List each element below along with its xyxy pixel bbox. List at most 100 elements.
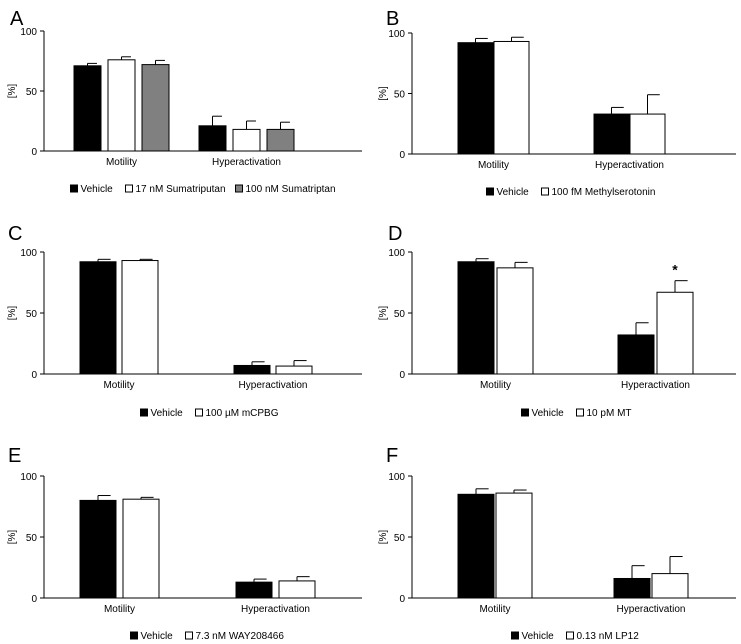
legend: Vehicle 100 fM Methylserotonin [486, 187, 656, 198]
y-tick-label: 0 [31, 147, 37, 158]
bar-d-1-1 [656, 291, 694, 375]
bar-b-1-0 [593, 113, 630, 155]
panel-c: C 0 50 100 [%] Motility Hyperactivation Vehicle… [7, 223, 362, 419]
legend-swatch [185, 631, 193, 640]
legend-swatch [521, 408, 529, 417]
x-category-label: Hyperactivation [239, 380, 308, 391]
panel-letter: D [388, 223, 402, 245]
y-axis-label: [%] [378, 86, 389, 101]
bar-e-1-0 [235, 581, 273, 599]
legend-swatch [566, 631, 574, 640]
bar-a-0-2 [141, 64, 170, 152]
y-tick-label: 100 [388, 472, 405, 483]
y-axis-label: [%] [7, 306, 18, 321]
y-axis-label: [%] [378, 306, 389, 321]
legend-label: 100 fM Methylserotonin [552, 187, 656, 198]
y-tick-label: 0 [399, 150, 405, 161]
legend-swatch [541, 187, 549, 196]
panel-letter: A [10, 8, 24, 30]
legend-label: Vehicle [81, 184, 114, 195]
panel-letter: E [8, 445, 21, 467]
x-category-label: Hyperactivation [212, 157, 281, 168]
bar-e-1-1 [278, 580, 316, 599]
legend: Vehicle 0.13 nM LP12 [511, 631, 640, 642]
y-tick-label: 0 [399, 370, 405, 381]
y-tick-label: 100 [20, 472, 37, 483]
bar-a-1-2 [266, 128, 295, 152]
panel-d: D 0 50 100 [%] Motility Hyperactivation * Vehicl… [378, 223, 736, 419]
y-tick-label: 100 [20, 27, 37, 38]
legend-swatch [195, 408, 203, 417]
x-category-label: Hyperactivation [621, 380, 690, 391]
bar-e-0-0 [79, 499, 117, 599]
legend-label: Vehicle [497, 187, 530, 198]
bar-a-0-0 [73, 65, 102, 152]
bar-c-1-1 [275, 365, 313, 375]
legend-swatch [140, 408, 148, 417]
legend-label: Vehicle [141, 631, 174, 642]
bar-e-0-1 [122, 498, 160, 599]
bar-f-0-1 [495, 492, 533, 599]
x-category-label: Motility [480, 380, 511, 391]
panel-a: A 0 50 100 [%] Motility Hyperactivation Vehicle… [7, 8, 362, 195]
legend-label: 10 pM MT [587, 408, 632, 419]
bar-a-1-0 [198, 125, 227, 152]
bar-c-1-0 [233, 364, 271, 375]
y-axis-label: [%] [7, 530, 18, 545]
y-tick-label: 50 [394, 533, 406, 544]
bar-d-0-0 [457, 261, 495, 375]
y-tick-label: 50 [394, 90, 406, 101]
panel-letter: C [8, 223, 22, 245]
x-category-label: Motility [478, 160, 509, 171]
legend: Vehicle 17 nM Sumatriputan 100 nM Sumatrip… [70, 184, 336, 195]
bar-b-0-1 [493, 40, 530, 155]
legend-label: Vehicle [522, 631, 555, 642]
panel-letter: F [386, 445, 398, 467]
y-tick-label: 100 [388, 29, 405, 40]
x-category-label: Motility [104, 604, 135, 615]
x-category-label: Motility [479, 604, 510, 615]
legend: Vehicle 7.3 nM WAY208466 [130, 631, 285, 642]
y-axis-label: [%] [378, 530, 389, 545]
legend-label: 0.13 nM LP12 [577, 631, 640, 642]
bar-a-0-1 [107, 59, 136, 152]
y-tick-label: 50 [26, 309, 38, 320]
panel-letter: B [386, 8, 399, 30]
bar-d-0-1 [496, 267, 534, 375]
panel-e: E 0 50 100 [%] Motility Hyperactivation Vehicle… [7, 445, 362, 642]
legend: Vehicle 100 µM mCPBG [140, 408, 279, 419]
x-category-label: Hyperactivation [595, 160, 664, 171]
x-category-label: Hyperactivation [617, 604, 686, 615]
bar-f-1-0 [613, 577, 651, 599]
y-tick-label: 100 [388, 248, 405, 259]
legend-swatch [511, 631, 519, 640]
y-tick-label: 0 [399, 594, 405, 605]
bar-c-0-0 [79, 261, 117, 375]
legend-swatch [576, 408, 584, 417]
bar-b-0-0 [457, 42, 494, 155]
bar-b-1-1 [629, 113, 666, 155]
x-category-label: Hyperactivation [241, 604, 310, 615]
y-tick-label: 50 [26, 533, 38, 544]
legend-label: 100 µM mCPBG [206, 408, 279, 419]
legend-label: 17 nM Sumatriputan [136, 184, 226, 195]
legend-swatch [235, 184, 243, 193]
bar-f-1-1 [651, 573, 689, 599]
bar-d-1-0 [617, 334, 655, 375]
bar-c-0-1 [121, 260, 159, 375]
legend-label: Vehicle [151, 408, 184, 419]
significance-marker: * [672, 262, 678, 278]
y-tick-label: 0 [31, 370, 37, 381]
legend-label: 7.3 nM WAY208466 [196, 631, 285, 642]
x-category-label: Motility [106, 157, 137, 168]
y-tick-label: 100 [20, 248, 37, 259]
panel-b: B 0 50 100 [%] Motility Hyperactivation Vehicle… [378, 8, 736, 198]
legend-label: Vehicle [532, 408, 565, 419]
bar-f-0-0 [457, 493, 495, 599]
y-tick-label: 0 [31, 594, 37, 605]
y-tick-label: 50 [394, 309, 406, 320]
legend-label: 100 nM Sumatriptan [246, 184, 336, 195]
legend-swatch [130, 631, 138, 640]
y-axis-label: [%] [7, 84, 18, 99]
